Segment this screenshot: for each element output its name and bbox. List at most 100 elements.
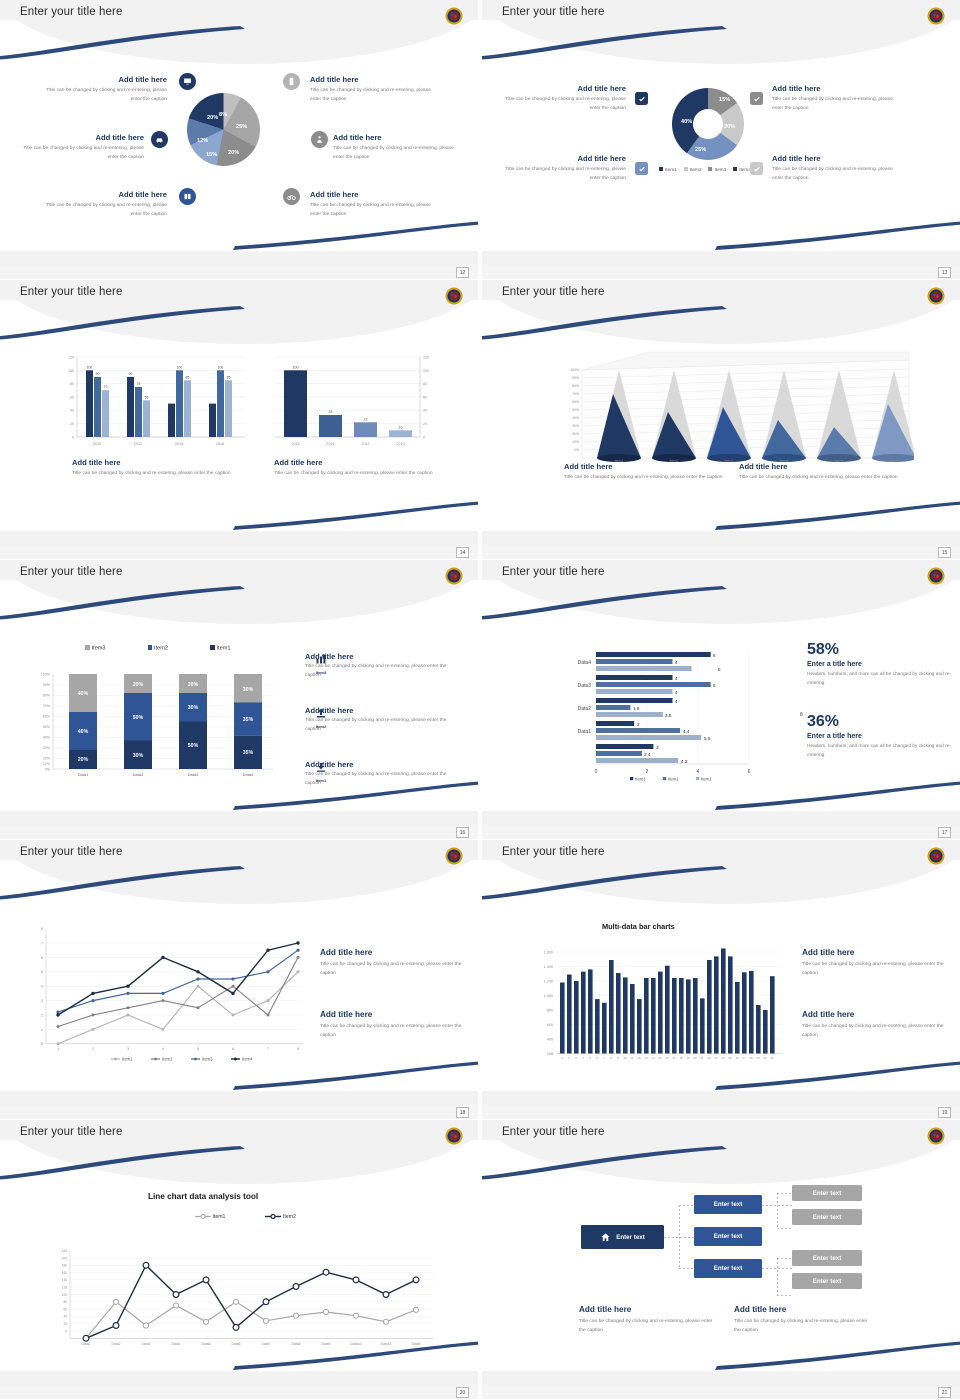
svg-text:22: 22 [707, 1056, 711, 1060]
org-node-mid-1[interactable]: Enter text [694, 1195, 762, 1214]
bicycle-icon [283, 188, 300, 205]
stat-title: Enter a title here [807, 733, 862, 740]
slide-canvas: 8 7 6 5 4 3 2 1 0 [0, 860, 478, 1091]
svg-text:100%: 100% [570, 368, 579, 372]
block-title: Add title here [802, 948, 855, 957]
slide-thumbnail-14[interactable]: 120 100 80 60 40 20 0 [0, 280, 478, 559]
svg-text:100: 100 [68, 369, 74, 373]
xaxis-max-label: 8 [800, 712, 803, 718]
single-bar-chart: 120 100 80 60 40 20 0 100 33 22 10 2016 2014 2012 2… [275, 356, 429, 446]
block-caption: Title can be changed by clicking and re-… [505, 167, 626, 181]
svg-text:400: 400 [547, 1038, 553, 1042]
chart-title: Line chart data analysis tool [148, 1192, 259, 1201]
page-title: Enter your title here [502, 6, 605, 18]
checkbox-checked-icon-3[interactable] [750, 92, 763, 105]
svg-text:Item6: Item6 [890, 459, 899, 463]
svg-text:10: 10 [399, 425, 403, 429]
svg-text:100: 100 [87, 365, 93, 369]
svg-text:4: 4 [675, 660, 678, 665]
org-node-leaf-2[interactable]: Enter text [792, 1209, 862, 1225]
block-title: Add title here [772, 154, 821, 163]
svg-text:1,200: 1,200 [544, 980, 553, 984]
checkbox-checked-icon-1[interactable] [635, 92, 648, 105]
org-node-leaf-3[interactable]: Enter text [792, 1250, 862, 1266]
stat-block-1: 58% Enter a title here Headers, numbers,… [807, 642, 952, 689]
slide-thumbnail-13[interactable]: 40% 15% 20% 25% Item1 Item2 Item3 Item4 [482, 0, 960, 279]
org-node-mid-2[interactable]: Enter text [694, 1227, 762, 1246]
slide-thumbnail-21[interactable]: Enter text Enter text Enter text Enter t… [482, 1120, 960, 1399]
node-label: Enter text [713, 1233, 743, 1240]
stacked-item-block-1: Add title here Title can be changed by c… [305, 652, 460, 680]
org-node-root[interactable]: Enter text [581, 1225, 664, 1249]
block-title: Add title here [333, 133, 382, 142]
page-title: Enter your title here [20, 566, 123, 578]
svg-text:20%: 20% [133, 682, 144, 688]
page-title: Enter your title here [20, 1126, 123, 1138]
connector-leaf-4 [777, 1295, 792, 1296]
car-icon [151, 131, 168, 148]
swoosh-bottom-decoration [233, 501, 478, 530]
swoosh-top-decoration [0, 26, 245, 60]
swoosh-bottom-decoration [715, 1341, 960, 1370]
stat-block-2: 36% Enter a title here Headers, numbers,… [807, 714, 952, 761]
page-title: Enter your title here [502, 1126, 605, 1138]
swoosh-bottom-decoration [715, 1061, 960, 1090]
block-caption: Title can be changed by clicking and re-… [310, 88, 431, 102]
circular-seal-emblem-icon [445, 847, 463, 865]
page-number: 13 [938, 267, 951, 278]
org-node-leaf-1[interactable]: Enter text [792, 1185, 862, 1201]
slide-thumbnail-12[interactable]: 8% 25% 20% 15% 12% 20% [0, 0, 478, 279]
donut-text-block-1: Add title here Title can be changed by c… [504, 84, 626, 113]
svg-text:0%: 0% [45, 768, 51, 772]
page-title: Enter your title here [502, 286, 605, 298]
svg-text:Item1: Item1 [615, 459, 624, 463]
svg-text:2012: 2012 [361, 442, 369, 446]
block-caption: Title can be changed by clicking and re-… [305, 718, 447, 732]
circular-seal-emblem-icon [445, 287, 463, 305]
svg-text:200: 200 [62, 1256, 68, 1260]
checkbox-checked-icon-4[interactable] [750, 162, 763, 175]
page-number: 16 [456, 827, 469, 838]
slide-footer [0, 825, 478, 839]
svg-text:90%: 90% [572, 376, 579, 380]
slide-thumbnail-18[interactable]: 8 7 6 5 4 3 2 1 0 [0, 840, 478, 1119]
svg-text:Item4: Item4 [242, 1057, 253, 1062]
svg-text:30%: 30% [243, 687, 254, 693]
slide-canvas: 8% 25% 20% 15% 12% 20% [0, 20, 478, 251]
slide-thumbnail-16[interactable]: Item3 Item2 Item1 100% 90% 80% 7 [0, 560, 478, 839]
svg-text:1.8: 1.8 [633, 706, 640, 711]
block-title: Add title here [577, 84, 626, 93]
line-text-block-2: Add title here Title can be changed by c… [320, 1010, 468, 1040]
org-node-mid-3[interactable]: Enter text [694, 1259, 762, 1278]
svg-text:Item5: Item5 [835, 459, 844, 463]
svg-text:6: 6 [596, 1056, 598, 1060]
slide-thumbnail-19[interactable]: Multi-data bar charts 1,600 1,400 1,200 1,… [482, 840, 960, 1119]
checkbox-checked-icon-2[interactable] [635, 162, 648, 175]
svg-text:50%: 50% [133, 715, 144, 721]
block-caption: Title can be changed by clicking and re-… [320, 962, 462, 977]
svg-text:2016: 2016 [291, 442, 299, 446]
page-number: 20 [456, 1387, 469, 1398]
svg-text:21: 21 [700, 1056, 704, 1060]
svg-text:4: 4 [582, 1056, 584, 1060]
slide-thumbnail-17[interactable]: 6 4 5 4 6 4 4 1.8 3.5 2 4.4 5.5 3 2.4 4.3 Data4 Dat… [482, 560, 960, 839]
svg-text:2: 2 [646, 769, 649, 775]
connector-leaf-2 [777, 1228, 792, 1229]
svg-text:90%: 90% [43, 683, 51, 687]
upload-icon: Item2 [310, 706, 332, 729]
svg-text:3: 3 [41, 998, 44, 1003]
svg-text:2: 2 [41, 1012, 44, 1017]
slide-thumbnail-20[interactable]: Line chart data analysis tool Item1 Item… [0, 1120, 478, 1399]
block-caption: Title can be changed by clicking and re-… [23, 146, 144, 160]
org-node-leaf-4[interactable]: Enter text [792, 1273, 862, 1289]
svg-text:20: 20 [63, 1322, 67, 1326]
svg-text:30%: 30% [133, 753, 144, 759]
slide-footer [0, 545, 478, 559]
block-caption: Title can be changed by clicking and re-… [274, 471, 433, 476]
slide-thumbnail-15[interactable]: 100% 90% 80% 70% 60% 50% 40% 30% 20% 10% 0% [482, 280, 960, 559]
svg-text:Item2: Item2 [162, 1057, 173, 1062]
svg-text:7: 7 [267, 1047, 269, 1051]
svg-text:85: 85 [227, 375, 231, 379]
svg-text:Data5: Data5 [201, 1342, 210, 1346]
node-label: Enter text [812, 1254, 842, 1262]
